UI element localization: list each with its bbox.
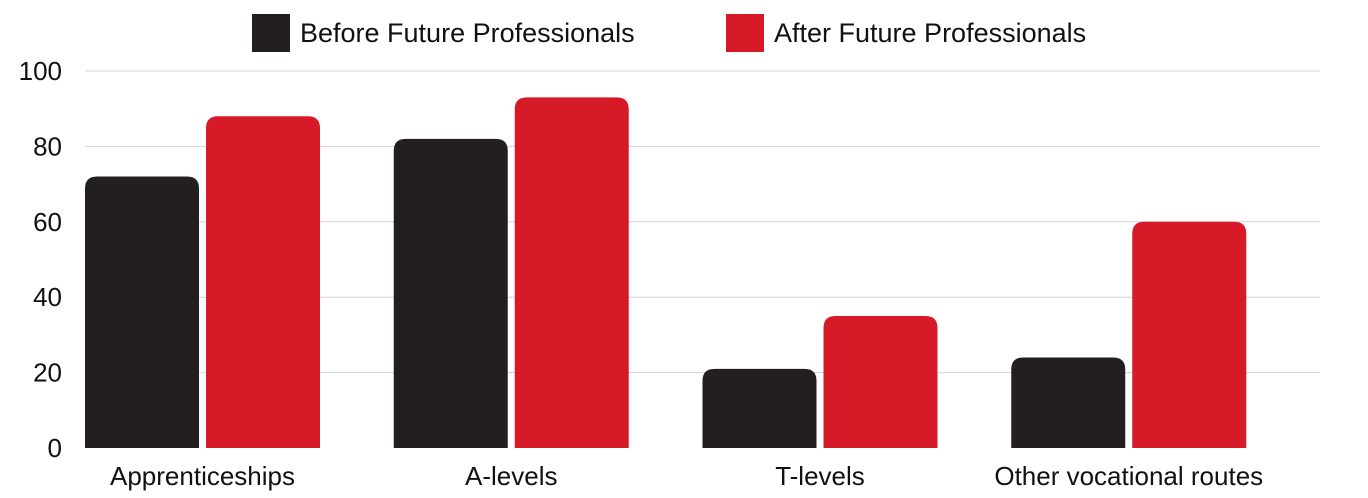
y-tick-label: 80 xyxy=(33,131,62,161)
y-axis: 0 20 40 60 80 100 xyxy=(19,56,62,463)
legend-swatch-before xyxy=(252,14,290,52)
x-tick-label: T-levels xyxy=(775,461,865,491)
legend: Before Future Professionals After Future … xyxy=(252,14,1086,52)
bar-after-4 xyxy=(1132,221,1247,448)
y-tick-label: 60 xyxy=(33,207,62,237)
bar-before-1 xyxy=(85,176,199,448)
bars xyxy=(85,97,1247,449)
bar-before-4 xyxy=(1011,357,1126,448)
bar-after-3 xyxy=(823,316,938,448)
legend-label-before: Before Future Professionals xyxy=(300,18,635,48)
bar-before-2 xyxy=(393,138,508,449)
bar-after-2 xyxy=(514,97,629,448)
legend-swatch-after xyxy=(726,14,764,52)
y-tick-label: 100 xyxy=(19,56,62,86)
y-tick-label: 0 xyxy=(48,433,62,463)
bar-before-3 xyxy=(702,368,817,448)
legend-label-after: After Future Professionals xyxy=(774,18,1086,48)
x-tick-label: Other vocational routes xyxy=(994,461,1263,491)
x-axis: Apprenticeships A-levels T-levels Other voc… xyxy=(110,461,1263,491)
x-tick-label: A-levels xyxy=(465,461,557,491)
x-tick-label: Apprenticeships xyxy=(110,461,295,491)
y-tick-label: 20 xyxy=(33,358,62,388)
bar-after-1 xyxy=(206,116,320,449)
y-tick-label: 40 xyxy=(33,282,62,312)
